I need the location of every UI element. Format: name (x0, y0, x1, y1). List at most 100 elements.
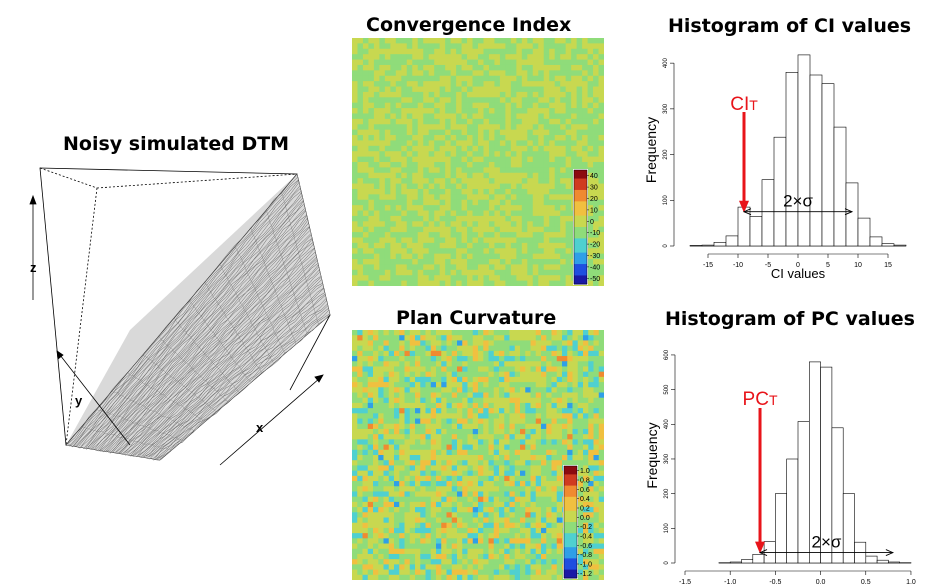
raster-cell (593, 129, 599, 136)
colorbar-segment (574, 204, 587, 208)
raster-cell (415, 527, 421, 534)
raster-cell (415, 491, 421, 498)
raster-cell (554, 81, 561, 87)
raster-cell (436, 423, 442, 430)
colorbar-segment (564, 482, 577, 487)
raster-cell (551, 392, 558, 399)
raster-cell (551, 501, 558, 508)
raster-cell (462, 392, 468, 399)
raster-cell (516, 81, 523, 87)
raster-cell (430, 517, 437, 524)
raster-cell (541, 340, 547, 347)
raster-cell (362, 253, 369, 260)
raster-cell (412, 113, 419, 120)
raster-cell (488, 465, 495, 472)
raster-cell (412, 145, 419, 152)
raster-cell (352, 156, 358, 163)
raster-cell (390, 259, 397, 265)
raster-cell (593, 475, 600, 482)
raster-cell (565, 215, 572, 222)
raster-cell (445, 124, 452, 131)
raster-cell (388, 538, 395, 544)
raster-cell (538, 113, 545, 120)
colorbar-segment (564, 552, 577, 557)
raster-cell (439, 221, 446, 228)
raster-cell (598, 491, 604, 498)
raster-cell (450, 248, 457, 255)
raster-cell (577, 350, 584, 357)
y-tick-label: 500 (664, 384, 670, 395)
raster-cell (462, 548, 468, 555)
raster-cell (412, 188, 419, 195)
raster-cell (516, 221, 523, 228)
raster-cell (362, 199, 369, 206)
raster-cell (565, 118, 572, 125)
raster-cell (520, 465, 526, 472)
raster-cell (560, 259, 567, 265)
raster-cell (428, 226, 435, 233)
raster-cell (420, 408, 426, 414)
raster-cell (401, 248, 408, 255)
raster-cell (532, 59, 539, 66)
raster-cell (488, 330, 495, 336)
raster-cell (373, 188, 380, 195)
raster-cell (483, 345, 489, 352)
raster-cell (556, 543, 563, 550)
raster-cell (478, 340, 484, 347)
raster-cell (439, 199, 446, 206)
raster-cell (494, 81, 501, 87)
raster-cell (409, 460, 416, 466)
raster-cell (352, 264, 358, 271)
raster-cell (439, 129, 446, 136)
raster-cell (352, 527, 358, 534)
raster-cell (567, 356, 573, 362)
raster-cell (546, 475, 552, 482)
raster-cell (388, 335, 395, 341)
raster-cell (362, 397, 369, 404)
raster-cell (352, 172, 358, 179)
raster-cell (478, 226, 484, 233)
raster-cell (423, 269, 430, 276)
raster-cell (399, 543, 405, 550)
raster-cell (577, 470, 584, 477)
raster-cell (394, 444, 400, 451)
colorbar-segment (574, 255, 587, 259)
raster-cell (362, 548, 369, 555)
raster-cell (514, 569, 521, 576)
raster-cell (593, 350, 600, 357)
raster-cell (562, 335, 568, 341)
raster-cell (384, 210, 391, 217)
raster-cell (560, 199, 567, 206)
raster-cell (388, 330, 395, 336)
raster-cell (483, 129, 490, 136)
raster-cell (576, 75, 583, 82)
raster-cell (352, 517, 358, 524)
raster-cell (478, 548, 484, 555)
raster-cell (504, 491, 510, 498)
x-axis-label: PC values (773, 583, 833, 585)
raster-cell (373, 538, 379, 544)
raster-cell (394, 491, 400, 498)
raster-cell (516, 167, 523, 174)
raster-cell (401, 172, 408, 179)
raster-cell (588, 512, 594, 518)
raster-cell (520, 350, 526, 357)
raster-cell (478, 376, 484, 383)
raster-cell (494, 232, 501, 238)
raster-cell (541, 512, 547, 518)
raster-cell (583, 382, 589, 388)
raster-cell (532, 242, 539, 249)
raster-cell (598, 86, 604, 93)
raster-cell (384, 172, 391, 179)
raster-cell (527, 64, 534, 71)
raster-cell (535, 455, 542, 461)
raster-cell (446, 470, 453, 477)
raster-cell (379, 183, 386, 190)
raster-cell (357, 501, 363, 508)
raster-cell (367, 330, 374, 336)
colorbar-segment (574, 215, 587, 219)
raster-cell (450, 167, 457, 174)
raster-cell (521, 210, 528, 217)
raster-cell (543, 210, 550, 217)
raster-cell (535, 366, 542, 373)
